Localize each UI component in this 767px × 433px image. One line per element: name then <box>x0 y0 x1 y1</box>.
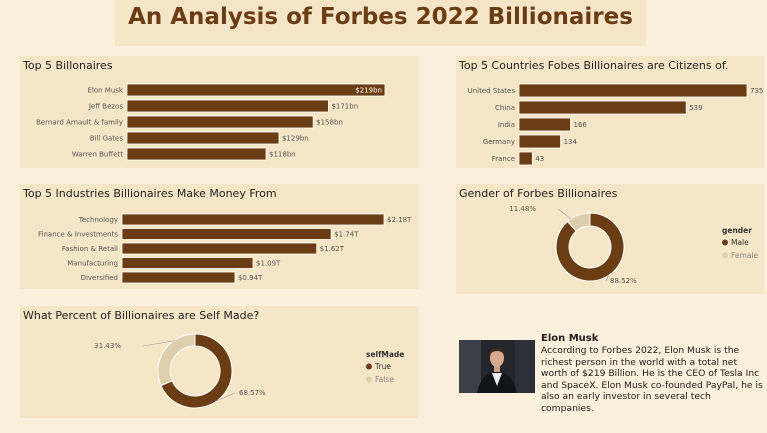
elon-musk-photo <box>459 340 535 393</box>
chart-title: Top 5 Industries Billionaires Make Money… <box>23 187 277 200</box>
leader-line <box>215 392 236 402</box>
slice-label: 31.43% <box>94 342 121 350</box>
legend-title: gender <box>722 226 752 235</box>
data-label: $1.09T <box>256 260 281 268</box>
category-label: Fashion & Retail <box>62 245 118 253</box>
legend-title: selfMade <box>366 350 404 359</box>
leader-line <box>557 208 572 220</box>
countries-chart: United States 735 China 539 India 166 Germany 1… <box>468 83 763 166</box>
category-label: Germany <box>483 138 515 146</box>
data-label: 539 <box>689 104 702 112</box>
slice-label: 11.48% <box>509 205 536 213</box>
category-label: Elon Musk <box>88 87 124 95</box>
data-label: $118bn <box>269 151 296 159</box>
donut-slice <box>157 333 196 387</box>
chart-title: Gender of Forbes Billionaires <box>459 187 618 200</box>
legend-swatch <box>722 239 728 246</box>
data-label: $171bn <box>331 103 358 111</box>
category-label: Bill Gates <box>90 135 124 143</box>
panel-countries: Top 5 Countries Fobes Billionaires are C… <box>456 56 764 168</box>
panel-gender: Gender of Forbes Billionaires 11.48% 88.5… <box>456 184 764 294</box>
category-label: Warren Buffett <box>72 151 123 159</box>
bar <box>121 213 385 226</box>
category-label: Manufacturing <box>67 260 118 268</box>
leader-line <box>605 274 609 282</box>
donut-slice <box>160 333 233 409</box>
leader-line <box>142 340 175 347</box>
category-label: Jeff Bezos <box>88 103 123 111</box>
category-label: China <box>495 104 515 112</box>
donut-slice <box>566 212 591 232</box>
bar <box>121 242 318 255</box>
category-label: Technology <box>78 216 118 224</box>
bio-name: Elon Musk <box>541 333 599 344</box>
legend-item: False <box>375 375 394 384</box>
legend-swatch <box>366 376 372 383</box>
billionaires-chart: Elon Musk $219bn Jeff Bezos $171bn Bernard A… <box>36 83 386 161</box>
data-label: 735 <box>750 87 763 95</box>
donut-slice <box>555 212 625 282</box>
category-label: Diversified <box>81 274 118 282</box>
bar <box>518 117 571 132</box>
bar <box>126 83 386 97</box>
category-label: United States <box>468 87 516 95</box>
selfmade-chart: 31.43% 68.57% selfMade True False <box>94 333 404 409</box>
page-title: An Analysis of Forbes 2022 Billionaires <box>128 4 633 30</box>
industries-chart: Technology $2.18T Finance & Investments $1.… <box>38 213 412 284</box>
panel-billionaires: Top 5 Billonaires Elon Musk $219bn Jeff Be… <box>20 56 418 168</box>
gender-chart: 11.48% 88.52% gender Male Female <box>509 205 759 285</box>
data-label: $158bn <box>316 119 343 127</box>
data-label: 43 <box>535 155 544 163</box>
legend-swatch <box>722 252 728 259</box>
category-label: France <box>492 155 515 163</box>
data-label: $1.74T <box>334 231 359 239</box>
data-label: 134 <box>564 138 578 146</box>
bar <box>518 83 748 98</box>
data-label: 166 <box>573 121 587 129</box>
bio-text: According to Forbes 2022, Elon Musk is t… <box>541 345 763 414</box>
data-label: $2.18T <box>387 216 412 224</box>
chart-title: Top 5 Countries Fobes Billionaires are C… <box>459 59 729 72</box>
category-label: Finance & Investments <box>38 231 118 239</box>
legend-item: Female <box>731 251 759 260</box>
bar <box>518 151 533 166</box>
bar <box>126 99 329 113</box>
bar <box>126 131 280 145</box>
chart-title: What Percent of Billionaires are Self Ma… <box>23 309 260 322</box>
bar <box>518 100 687 115</box>
data-label: $129bn <box>282 135 309 143</box>
bar <box>126 115 314 129</box>
panel-selfmade: What Percent of Billionaires are Self Ma… <box>20 306 418 418</box>
title-banner: An Analysis of Forbes 2022 Billionaires <box>115 0 646 46</box>
category-label: India <box>498 121 515 129</box>
bar <box>121 257 254 269</box>
data-label: $0.94T <box>238 274 263 282</box>
chart-title: Top 5 Billonaires <box>23 59 113 72</box>
slice-label: 88.52% <box>610 277 637 285</box>
legend-item: Male <box>731 238 749 247</box>
category-label: Bernard Arnault & family <box>36 119 123 127</box>
panel-industries: Top 5 Industries Billionaires Make Money… <box>20 184 418 289</box>
legend-swatch <box>366 363 372 370</box>
slice-label: 68.57% <box>239 389 266 397</box>
bar <box>518 134 561 149</box>
data-label: $1.62T <box>320 245 345 253</box>
data-label: $219bn <box>355 87 382 95</box>
bar <box>126 147 267 161</box>
bar <box>121 228 332 240</box>
bar <box>121 271 236 284</box>
legend-item: True <box>374 362 391 371</box>
